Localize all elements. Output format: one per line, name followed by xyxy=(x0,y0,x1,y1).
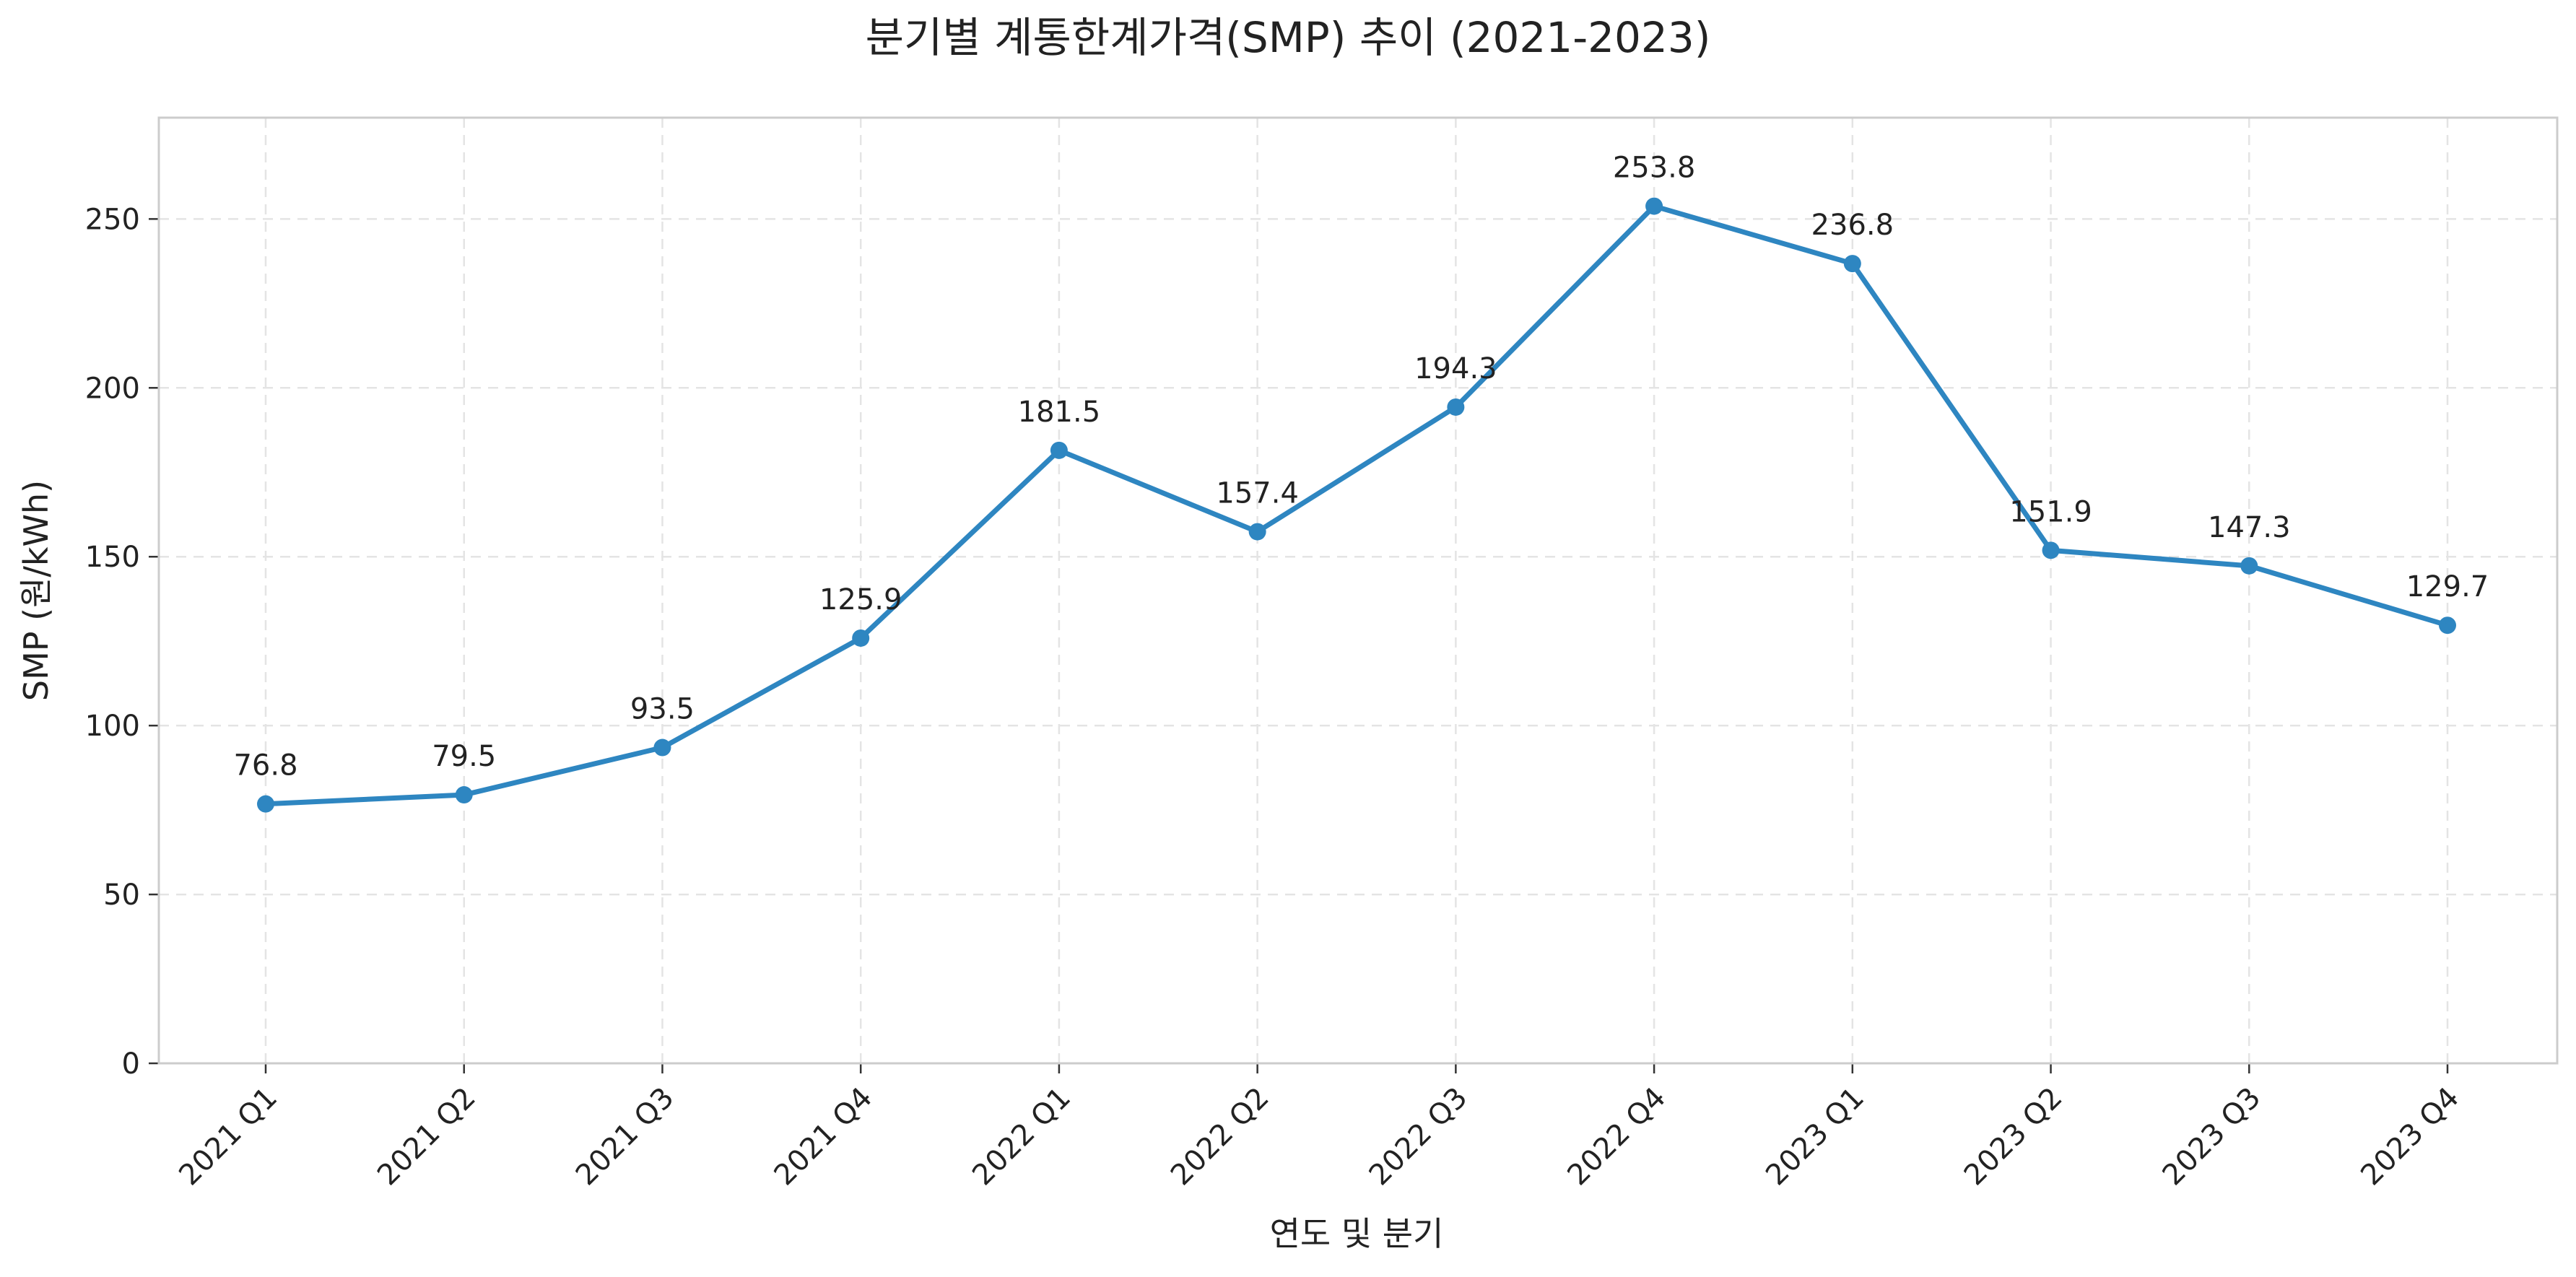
x-tick-label: 2023 Q4 xyxy=(2354,1081,2466,1193)
data-label: 76.8 xyxy=(233,749,297,783)
data-point xyxy=(455,786,473,804)
y-axis-label: SMP (원/kWh) xyxy=(17,480,56,701)
axes: 0 50 100 150 200 250 2021 Q1 2021 Q2 2021 Q3 2021… xyxy=(85,116,2559,1193)
data-label: 157.4 xyxy=(1216,477,1299,510)
data-point xyxy=(1050,441,1068,459)
data-label: 151.9 xyxy=(2009,495,2092,528)
data-labels: 76.8 79.5 93.5 125.9 181.5 157.4 194.3 253.8 236… xyxy=(233,152,2489,783)
x-tick-label: 2021 Q1 xyxy=(173,1081,284,1193)
data-label: 181.5 xyxy=(1018,396,1101,429)
data-label: 79.5 xyxy=(432,740,496,773)
data-point xyxy=(2240,557,2258,575)
x-tick-label: 2022 Q1 xyxy=(966,1081,1077,1193)
data-point xyxy=(2042,541,2060,559)
x-tick-label: 2021 Q4 xyxy=(767,1081,879,1193)
data-point xyxy=(1447,398,1465,416)
data-label: 194.3 xyxy=(1414,352,1497,385)
x-tick-label: 2022 Q4 xyxy=(1561,1081,1672,1193)
x-axis-label: 연도 및 분기 xyxy=(1270,1214,1444,1253)
data-point xyxy=(2439,616,2456,635)
data-point xyxy=(1645,197,1663,215)
data-label: 147.3 xyxy=(2208,511,2291,544)
y-tick-label: 100 xyxy=(85,710,140,743)
data-point xyxy=(257,795,274,813)
x-tick-label: 2023 Q1 xyxy=(1759,1081,1871,1193)
y-tick-label: 200 xyxy=(85,372,140,405)
data-label: 253.8 xyxy=(1613,152,1696,185)
data-label: 125.9 xyxy=(819,583,902,616)
data-label: 236.8 xyxy=(1811,209,1894,242)
y-tick-label: 250 xyxy=(85,203,140,236)
x-tick-label: 2021 Q3 xyxy=(570,1081,681,1193)
data-label: 129.7 xyxy=(2406,570,2489,603)
data-label: 93.5 xyxy=(630,693,695,726)
x-tick-label: 2022 Q2 xyxy=(1165,1081,1276,1193)
chart-title: 분기별 계통한계가격(SMP) 추이 (2021-2023) xyxy=(866,13,1711,62)
grid xyxy=(159,118,2557,1063)
y-tick-label: 0 xyxy=(122,1047,140,1081)
x-tick-label: 2023 Q3 xyxy=(2157,1081,2268,1193)
x-tick-label: 2023 Q2 xyxy=(1958,1081,2069,1193)
series xyxy=(257,197,2456,813)
data-point xyxy=(1248,523,1266,541)
series-line xyxy=(263,204,2450,807)
data-point xyxy=(1843,255,1861,273)
y-tick-label: 50 xyxy=(103,879,140,912)
x-tick-label: 2022 Q3 xyxy=(1363,1081,1474,1193)
data-point xyxy=(852,629,870,647)
plot-frame xyxy=(157,116,2559,1065)
x-tick-label: 2021 Q2 xyxy=(371,1081,482,1193)
data-point xyxy=(653,738,671,757)
y-tick-label: 150 xyxy=(85,541,140,574)
